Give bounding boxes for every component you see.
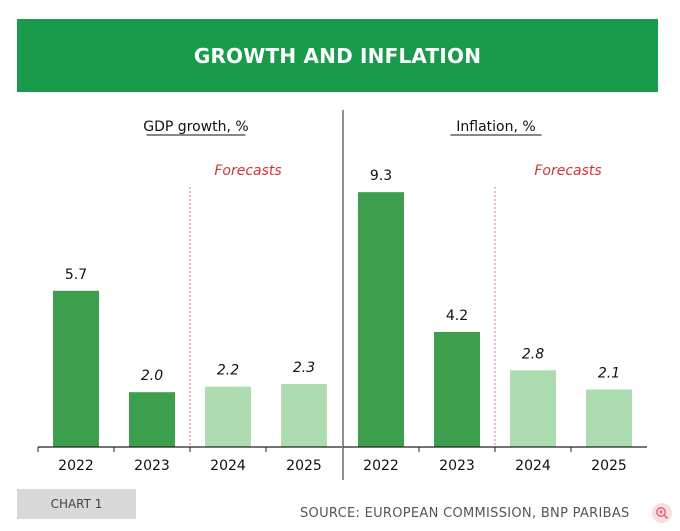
source-note: SOURCE: EUROPEAN COMMISSION, BNP PARIBAS	[300, 506, 630, 521]
panel-gdp-value-label-2022: 5.7	[65, 267, 87, 283]
panel-inflation-value-label-2025: 2.1	[598, 365, 620, 381]
panel-inflation-value-label-2022: 9.3	[370, 168, 392, 184]
panel-gdp-bar-2024	[205, 386, 251, 447]
panel-gdp-value-label-2025: 2.3	[293, 360, 315, 376]
panel-inflation-tick-label-2023: 2023	[439, 458, 475, 474]
title-banner: GROWTH AND INFLATION	[17, 19, 658, 92]
panel-gdp-tick-label-2022: 2022	[58, 458, 94, 474]
chart-number-label: CHART 1	[50, 497, 103, 511]
panel-inflation-title: Inflation, %	[456, 119, 535, 135]
panel-inflation-value-label-2024: 2.8	[522, 346, 544, 362]
panel-gdp-tick-label-2025: 2025	[286, 458, 322, 474]
panel-gdp-tick-label-2024: 2024	[210, 458, 246, 474]
panel-inflation-bar-2022	[358, 192, 404, 447]
zoom-in-icon	[656, 507, 669, 520]
panel-inflation-bar-2025	[586, 389, 632, 447]
panel-gdp-bar-2022	[53, 290, 99, 447]
panel-gdp-bar-2025	[281, 383, 327, 447]
panel-inflation-value-label-2023: 4.2	[446, 308, 468, 324]
panel-gdp-value-label-2023: 2.0	[141, 368, 163, 384]
panel-inflation-tick-label-2024: 2024	[515, 458, 551, 474]
panel-gdp-title: GDP growth, %	[143, 119, 248, 135]
panel-gdp-tick-label-2023: 2023	[134, 458, 170, 474]
chart-number-tag: CHART 1	[17, 489, 136, 519]
panel-gdp-forecast-label: Forecasts	[214, 163, 281, 179]
panel-inflation-bar-2024	[510, 370, 556, 447]
panel-inflation-bar-2023	[434, 331, 480, 447]
chart-title: GROWTH AND INFLATION	[193, 43, 482, 68]
panel-inflation-tick-label-2025: 2025	[591, 458, 627, 474]
panel-inflation-forecast-label: Forecasts	[534, 163, 601, 179]
zoom-in-button[interactable]	[652, 503, 672, 523]
panel-inflation-tick-label-2022: 2022	[363, 458, 399, 474]
panel-gdp-value-label-2024: 2.2	[217, 363, 239, 379]
panel-gdp-bar-2023	[129, 392, 175, 447]
